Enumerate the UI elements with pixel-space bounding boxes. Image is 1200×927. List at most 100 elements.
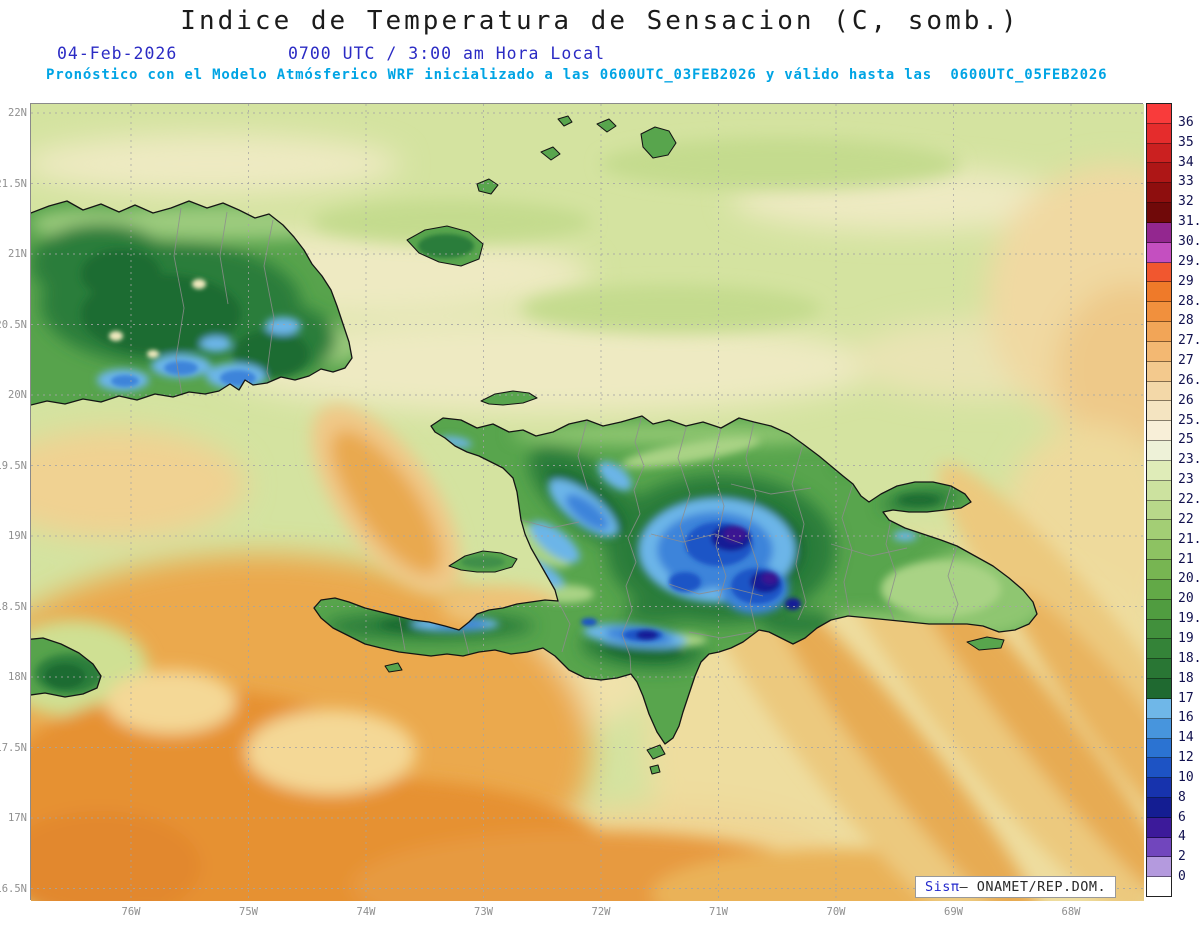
colorbar-cell (1147, 639, 1171, 660)
colorbar-cell (1147, 778, 1171, 798)
colorbar-label: 27.5 (1178, 333, 1200, 349)
colorbar-label: 30.7 (1178, 233, 1200, 249)
gonave-island (449, 551, 517, 572)
colorbar-label: 21 (1178, 551, 1194, 567)
lon-tick-label: 69W (944, 906, 963, 918)
colorbar-label: 22 (1178, 511, 1194, 527)
colorbar-label: 16 (1178, 710, 1194, 726)
grid-lines (31, 104, 1144, 901)
lon-tick-label: 74W (356, 906, 376, 918)
great-inagua-island (407, 226, 483, 266)
valid-time-label: 0700 UTC / 3:00 am Hora Local (288, 44, 606, 63)
colorbar-cell (1147, 401, 1171, 422)
colorbar-cell (1147, 203, 1171, 223)
colorbar-label: 25.5 (1178, 412, 1200, 428)
colorbar-cell (1147, 797, 1171, 818)
lon-tick-label: 68W (1061, 906, 1081, 918)
lat-tick-label: 18N (8, 671, 27, 683)
admin-borders-hispaniola (398, 416, 959, 675)
colorbar-label: 28 (1178, 313, 1194, 329)
colorbar-label: 18.5 (1178, 650, 1200, 666)
colorbar-label: 6 (1178, 809, 1186, 825)
lat-tick-label: 20N (8, 389, 27, 401)
forecast-model-line: Pronóstico con el Modelo Atmósferico WRF… (46, 67, 1108, 83)
colorbar-cell (1147, 837, 1171, 858)
attribution-brand: Sisπ (925, 879, 960, 895)
colorbar-cell (1147, 441, 1171, 461)
colorbar-label: 27 (1178, 353, 1194, 369)
colorbar-label: 4 (1178, 829, 1186, 845)
colorbar-cell (1147, 698, 1171, 719)
colorbar-cell (1147, 302, 1171, 323)
lon-tick-label: 73W (474, 906, 493, 918)
colorbar-label: 33 (1178, 174, 1194, 190)
lat-tick-label: 22N (8, 107, 27, 119)
colorbar-label: 28.5 (1178, 293, 1200, 309)
sea-temperature-field-detail (31, 138, 1144, 901)
colorbar-cell (1147, 579, 1171, 600)
attribution-org: – ONAMET/REP.DOM. (959, 879, 1107, 895)
colorbar-label: 25 (1178, 432, 1194, 448)
lat-tick-label: 16.5N (0, 882, 27, 895)
colorbar-label: 10 (1178, 769, 1194, 785)
admin-borders-cuba (173, 207, 275, 403)
colorbar-cell (1147, 679, 1171, 699)
colorbar-label: 20.5 (1178, 571, 1200, 587)
colorbar-cell (1147, 619, 1171, 640)
colorbar-label: 12 (1178, 750, 1194, 766)
lat-tick-label: 21.5N (0, 177, 27, 190)
map-svg (31, 104, 1144, 901)
colorbar-cells (1146, 103, 1172, 897)
lat-tick-label: 17N (8, 812, 27, 824)
colorbar-label: 32 (1178, 194, 1194, 210)
colorbar-cell (1147, 877, 1171, 897)
colorbar-cell (1147, 143, 1171, 164)
lon-tick-label: 72W (591, 906, 611, 918)
lon-tick-label: 70W (826, 906, 846, 918)
lon-tick-label: 75W (239, 906, 258, 918)
colorbar-label: 8 (1178, 789, 1186, 805)
lon-tick-label: 71W (709, 906, 728, 918)
lat-tick-label: 19.5N (0, 459, 27, 472)
colorbar-label: 35 (1178, 134, 1194, 150)
colorbar-label: 34 (1178, 154, 1194, 170)
colorbar-label: 21.5 (1178, 531, 1200, 547)
attribution-box: Sisπ– ONAMET/REP.DOM. (915, 876, 1117, 898)
page-title: Indice de Temperatura de Sensacion (C, s… (180, 6, 1020, 36)
colorbar-cell (1147, 738, 1171, 759)
date-label: 04-Feb-2026 (57, 44, 178, 63)
colorbar-cell (1147, 460, 1171, 481)
lat-tick-label: 21N (8, 248, 27, 260)
colorbar-cell (1147, 341, 1171, 362)
colorbar-cell (1147, 282, 1171, 303)
colorbar-cell (1147, 222, 1171, 243)
colorbar-cell (1147, 480, 1171, 501)
colorbar-label: 19 (1178, 630, 1194, 646)
colorbar-label: 17 (1178, 690, 1194, 706)
colorbar-label: 22.5 (1178, 492, 1200, 507)
colorbar-cell (1147, 322, 1171, 342)
cuba-landmass (31, 201, 352, 407)
colorbar-label: 19.5 (1178, 611, 1200, 627)
colorbar-cell (1147, 242, 1171, 263)
colorbar-label: 2 (1178, 849, 1186, 865)
colorbar-label: 29 (1178, 273, 1194, 289)
colorbar-cell (1147, 104, 1171, 124)
colorbar-cell (1147, 758, 1171, 779)
colorbar-cell (1147, 361, 1171, 382)
colorbar-label: 31.5 (1178, 214, 1200, 230)
colorbar-label: 14 (1178, 730, 1194, 746)
colorbar-cell (1147, 817, 1171, 838)
colorbar-label: 29.7 (1178, 253, 1200, 269)
colorbar-cell (1147, 599, 1171, 620)
colorbar-cell (1147, 123, 1171, 144)
map-area: 22N 21.5N 21N 20.5N 20N 19.5N 19N 18.5N 18N 17.5N… (0, 103, 1144, 918)
lat-tick-label: 19N (8, 530, 27, 542)
jamaica-landmass (31, 638, 101, 697)
colorbar-label: 26 (1178, 392, 1194, 408)
colorbar-label: 26.5 (1178, 372, 1200, 388)
colorbar-cell (1147, 262, 1171, 283)
colorbar-cell (1147, 163, 1171, 184)
lat-tick-label: 20.5N (0, 318, 27, 331)
